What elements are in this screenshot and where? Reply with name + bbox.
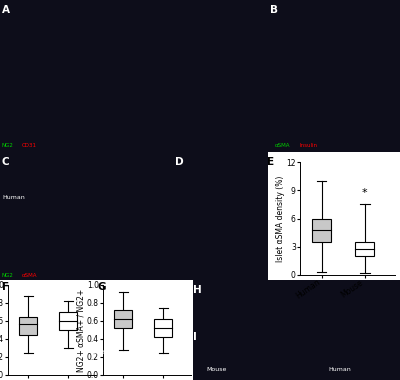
Text: Human: Human (124, 367, 146, 372)
Bar (114, 310, 132, 328)
Y-axis label: Islet αSMA density (%): Islet αSMA density (%) (276, 175, 285, 262)
Text: Mouse: Mouse (207, 367, 227, 372)
Text: D: D (175, 157, 184, 167)
Text: F: F (2, 282, 9, 292)
Text: A: A (2, 5, 10, 15)
Text: H: H (193, 285, 202, 295)
Bar (59, 312, 77, 330)
Text: NG2: NG2 (2, 143, 14, 148)
Bar (355, 242, 374, 256)
Bar (312, 218, 331, 242)
Text: *: * (362, 188, 368, 198)
Text: CD31: CD31 (22, 143, 37, 148)
Text: C: C (2, 157, 10, 167)
Text: αSMA: αSMA (22, 273, 38, 278)
Text: NG2: NG2 (2, 273, 14, 278)
Text: G: G (97, 282, 106, 292)
Text: αSMA: αSMA (275, 143, 290, 148)
Text: E: E (267, 157, 274, 167)
Bar (19, 317, 37, 334)
Bar (154, 319, 172, 337)
Text: islet: islet (94, 350, 106, 355)
Text: I: I (193, 332, 197, 342)
Y-axis label: NG2+ αSMA+ / NG2+: NG2+ αSMA+ / NG2+ (76, 288, 85, 372)
Text: Insulin: Insulin (300, 143, 318, 148)
Text: Human: Human (329, 367, 351, 372)
Text: Human: Human (2, 195, 25, 200)
Text: B: B (270, 5, 278, 15)
